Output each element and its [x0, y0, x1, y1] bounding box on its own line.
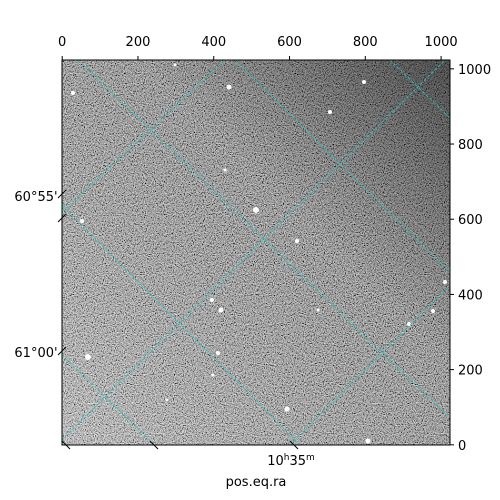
- stars: [71, 63, 447, 444]
- world-grid: [62, 60, 450, 445]
- minutes: 35: [289, 454, 306, 469]
- x-tick-label: 200: [126, 35, 151, 50]
- y-tick-label: 600: [458, 213, 483, 228]
- world-ticks: [57, 189, 299, 450]
- x-tick-label: 0: [58, 35, 66, 50]
- y-tick-label: 800: [458, 138, 483, 153]
- x-axis-label: pos.eq.ra: [226, 475, 287, 490]
- y-tick-label: 0: [458, 439, 466, 454]
- world-y-tick-label: 61°00': [14, 346, 57, 361]
- sky-image: [62, 60, 450, 445]
- world-x-tick-label: 10h35m: [267, 453, 315, 469]
- world-y-tick-label: 60°55': [14, 190, 57, 205]
- hours: 10: [267, 454, 284, 469]
- axes-frame: [61, 59, 451, 446]
- y-tick-label: 400: [458, 288, 483, 303]
- m: m: [306, 453, 315, 463]
- x-tick-label: 1000: [425, 35, 458, 50]
- y-tick-label: 1000: [458, 63, 491, 78]
- y-tick-label: 200: [458, 364, 483, 379]
- x-tick-label: 400: [201, 35, 226, 50]
- h: h: [284, 453, 290, 463]
- x-tick-label: 800: [353, 35, 378, 50]
- x-tick-label: 600: [277, 35, 302, 50]
